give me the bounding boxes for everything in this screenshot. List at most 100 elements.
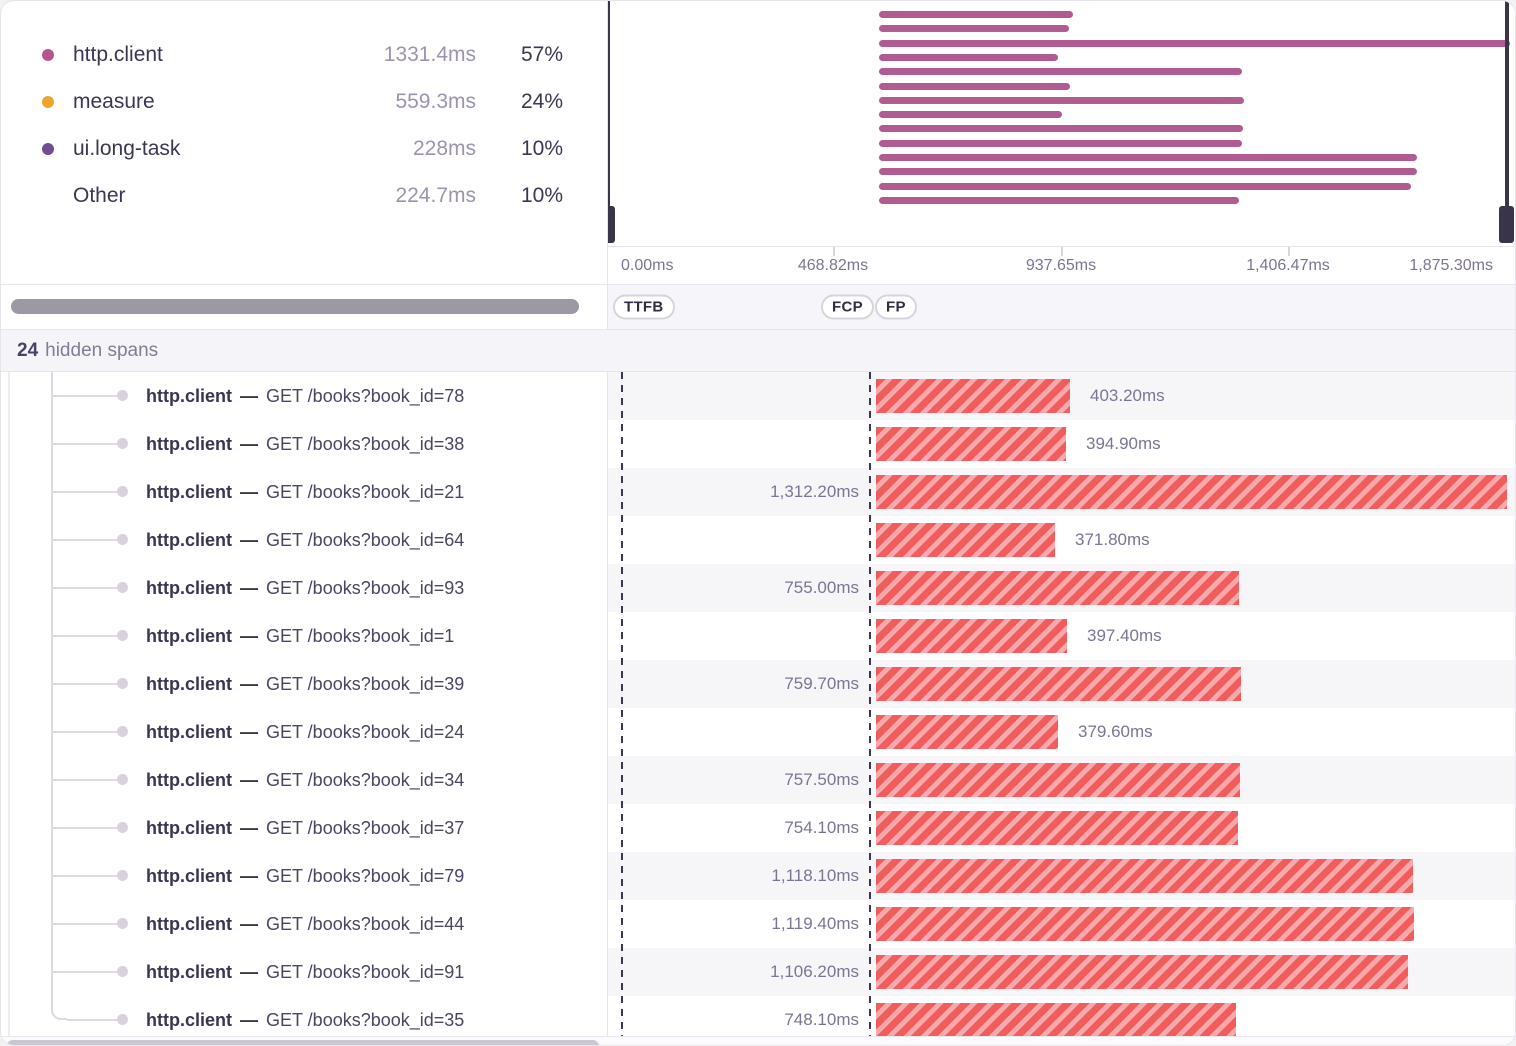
span-title: http.client — GET /books?book_id=64 [146, 516, 464, 564]
bottom-scrollbar-thumb[interactable] [7, 1040, 599, 1045]
legend-color-dot [42, 142, 54, 155]
span-op: http.client [146, 913, 232, 934]
span-title: http.client — GET /books?book_id=38 [146, 420, 464, 468]
bottom-scrollbar-track[interactable] [1, 1036, 1515, 1045]
span-row[interactable]: http.client — GET /books?book_id=34 [1, 756, 607, 804]
tree-bullet-icon [117, 1014, 128, 1025]
span-description: GET /books?book_id=37 [266, 817, 465, 838]
span-duration-bar[interactable] [876, 379, 1070, 413]
span-timeline-row[interactable]: 397.40ms [608, 612, 1515, 660]
span-duration-bar[interactable] [876, 955, 1408, 989]
hidden-spans-row[interactable]: 24 hidden spans [1, 330, 1515, 372]
span-title: http.client — GET /books?book_id=91 [146, 948, 464, 996]
span-timeline-row[interactable]: 755.00ms [608, 564, 1515, 612]
span-timeline-row[interactable]: 1,119.40ms [608, 900, 1515, 948]
span-timeline-row[interactable]: 403.20ms [608, 372, 1515, 420]
span-title: http.client — GET /books?book_id=21 [146, 468, 464, 516]
tree-connector [53, 491, 119, 493]
span-row[interactable]: http.client — GET /books?book_id=37 [1, 804, 607, 852]
span-description: GET /books?book_id=38 [266, 433, 465, 454]
viewport-left-handle-grip[interactable] [608, 206, 615, 243]
span-title: http.client — GET /books?book_id=39 [146, 660, 464, 708]
names-scrollbar-thumb[interactable] [11, 299, 579, 314]
span-duration-bar[interactable] [876, 523, 1055, 557]
span-description: GET /books?book_id=78 [266, 385, 465, 406]
vital-badge-ttfb[interactable]: TTFB [613, 294, 675, 320]
span-row[interactable]: http.client — GET /books?book_id=38 [1, 420, 607, 468]
legend-op-label: Other [73, 183, 126, 207]
span-duration-bar[interactable] [876, 571, 1239, 605]
span-row[interactable]: http.client — GET /books?book_id=79 [1, 852, 607, 900]
legend-duration-value: 559.3ms [395, 89, 476, 113]
span-duration-bar[interactable] [876, 427, 1066, 461]
span-timeline-row[interactable]: 371.80ms [608, 516, 1515, 564]
span-timeline-row[interactable]: 1,106.20ms [608, 948, 1515, 996]
legend-item: Other 224.7ms 10% [1, 172, 607, 219]
span-duration-bar[interactable] [876, 763, 1240, 797]
span-row[interactable]: http.client — GET /books?book_id=21 [1, 468, 607, 516]
span-row[interactable]: http.client — GET /books?book_id=91 [1, 948, 607, 996]
tree-connector [53, 587, 119, 589]
span-op: http.client [146, 481, 232, 502]
span-timeline-row[interactable]: 1,312.20ms [608, 468, 1515, 516]
minimap-span-bar [879, 53, 1058, 61]
span-duration-bar[interactable] [876, 667, 1241, 701]
legend-item: measure 559.3ms 24% [1, 78, 607, 125]
span-title: http.client — GET /books?book_id=37 [146, 804, 464, 852]
span-timeline-row[interactable]: 759.70ms [608, 660, 1515, 708]
ttfb-marker-line [621, 372, 623, 1045]
span-row[interactable]: http.client — GET /books?book_id=39 [1, 660, 607, 708]
span-duration-label: 403.20ms [1090, 386, 1165, 405]
span-timeline-row[interactable]: 379.60ms [608, 708, 1515, 756]
time-axis-label: 937.65ms [1025, 257, 1097, 274]
vital-badge-fp[interactable]: FP [875, 294, 917, 320]
fcp-marker-line [869, 372, 871, 1045]
span-row[interactable]: http.client — GET /books?book_id=1 [1, 612, 607, 660]
minimap-span-bar [879, 39, 1510, 47]
span-duration-bar[interactable] [876, 715, 1058, 749]
span-row[interactable]: http.client — GET /books?book_id=64 [1, 516, 607, 564]
span-duration-bar[interactable] [876, 907, 1414, 941]
span-duration-label: 754.10ms [784, 818, 859, 837]
tree-connector [67, 1019, 119, 1021]
span-op: http.client [146, 385, 232, 406]
legend-percent-value: 57% [520, 42, 563, 66]
span-timeline-row[interactable]: 394.90ms [608, 420, 1515, 468]
viewport-right-handle-line[interactable] [1505, 1, 1509, 208]
names-scrollbar-track [1, 285, 608, 329]
trace-minimap[interactable]: 0.00ms 468.82ms 937.65ms 1,406.47ms 1,875.30… [608, 1, 1515, 284]
tree-indent-guide [51, 372, 53, 1010]
span-duration-bar[interactable] [876, 1003, 1236, 1037]
legend-color-dot-empty [42, 190, 54, 202]
ops-breakdown-legend: http.client 1331.4ms 57% measure 559.3ms 24% u… [1, 1, 608, 284]
time-axis-label: 1,875.30ms [1409, 257, 1493, 274]
span-row[interactable]: http.client — GET /books?book_id=44 [1, 900, 607, 948]
span-duration-bar[interactable] [876, 811, 1238, 845]
minimap-span-bar [879, 139, 1242, 147]
span-timeline-row[interactable]: 757.50ms [608, 756, 1515, 804]
span-row[interactable]: http.client — GET /books?book_id=78 [1, 372, 607, 420]
span-timeline-column: 403.20ms 394.90ms 1,312.20ms 371.80ms 755.00… [608, 372, 1515, 1045]
span-duration-label: 397.40ms [1087, 626, 1162, 645]
web-vitals-lane: TTFB FCP FP [608, 285, 1515, 329]
tree-connector [53, 635, 119, 637]
span-separator: — [240, 625, 258, 646]
viewport-right-handle-grip[interactable] [1499, 206, 1514, 243]
vital-badge-fcp[interactable]: FCP [821, 294, 874, 320]
span-row[interactable]: http.client — GET /books?book_id=93 [1, 564, 607, 612]
span-title: http.client — GET /books?book_id=78 [146, 372, 464, 420]
span-timeline-row[interactable]: 754.10ms [608, 804, 1515, 852]
span-description: GET /books?book_id=91 [266, 961, 465, 982]
span-timeline-row[interactable]: 1,118.10ms [608, 852, 1515, 900]
span-row[interactable]: http.client — GET /books?book_id=35 [1, 996, 607, 1044]
span-duration-bar[interactable] [876, 859, 1413, 893]
span-duration-bar[interactable] [876, 475, 1507, 509]
span-description: GET /books?book_id=35 [266, 1009, 465, 1030]
span-row[interactable]: http.client — GET /books?book_id=24 [1, 708, 607, 756]
span-duration-bar[interactable] [876, 619, 1067, 653]
minimap-span-bar [879, 68, 1242, 76]
span-timeline-row[interactable]: 748.10ms [608, 996, 1515, 1044]
viewport-left-handle-line[interactable] [608, 1, 610, 208]
minimap-span-bar [879, 82, 1070, 90]
span-separator: — [240, 721, 258, 742]
